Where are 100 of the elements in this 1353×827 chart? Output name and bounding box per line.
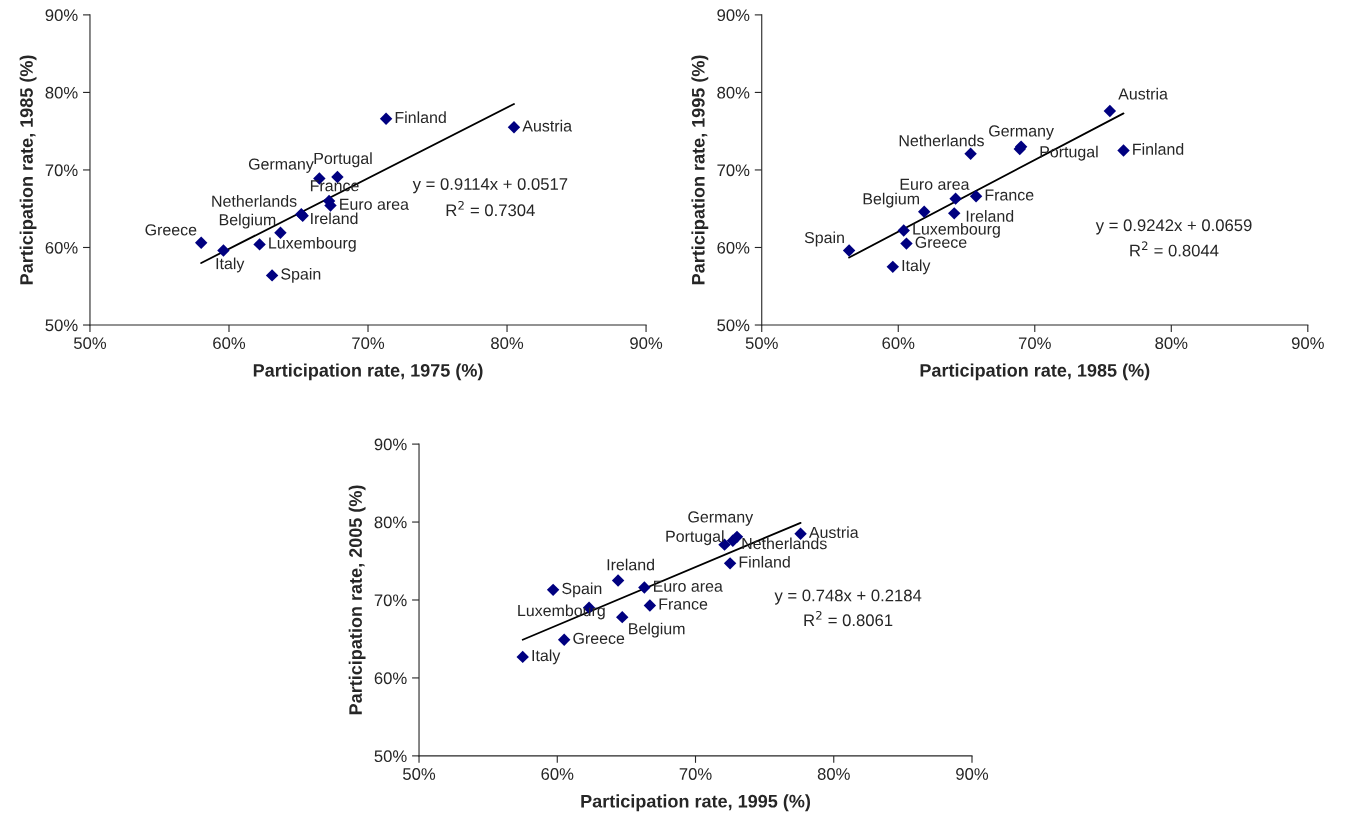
x-axis-title: Participation rate, 1975 (%) [253,363,483,381]
point [194,236,208,250]
annotation: Spain [804,231,844,247]
annotation: Spain [562,582,602,598]
point [730,530,744,544]
x-axis-title: Participation rate, 1985 (%) [920,363,1150,381]
x-tick-label: 60% [882,337,915,350]
annotation: Netherlands [212,195,297,207]
x-tick-label: 50% [403,768,436,780]
y-tick-label: 90% [717,9,750,22]
y-axis-title: Participation rate, 1985 (%) [19,55,37,285]
y-tick-label: 90% [45,9,78,22]
annotation: Luxembourg [269,236,356,252]
y-axis-title: Participation rate, 1995 (%) [691,55,709,285]
x-axis-title: Participation rate, 1995 (%) [581,794,811,812]
annotation: Euro area [340,198,409,210]
annotation: France [659,598,708,610]
point [507,121,521,134]
point [557,633,571,646]
x-tick-label: 90% [1291,337,1324,350]
y-tick-label: 90% [374,438,407,451]
point [379,112,393,125]
y-tick-label: 50% [374,750,407,763]
point [723,557,737,570]
y-axis-title: Participation rate, 2005 (%) [348,485,366,715]
annotation: Greece [145,224,197,236]
point [516,650,529,664]
x-tick-label: 80% [1155,337,1188,350]
annotation: Finland [395,111,446,124]
point [1117,144,1130,157]
annotation: Ireland [607,558,654,571]
annotation: Greece [573,632,625,645]
y-tick-label: 60% [374,672,407,685]
annotation: Italy [532,649,561,665]
point [969,190,983,203]
point [638,581,651,594]
y-tick-label: 60% [717,241,750,254]
point [948,207,961,220]
point [842,244,856,257]
annotation: Euro area [900,178,970,190]
annotation: Netherlands [899,134,984,147]
annotation: Italy [902,259,931,275]
point [546,583,560,597]
annotation: Austria [522,119,573,132]
y-tick-label: 50% [717,319,750,332]
y-tick-label: 80% [717,86,750,99]
point [217,244,230,257]
x-tick-label: 80% [817,768,850,780]
annotation: France [985,189,1034,201]
point [253,238,266,251]
annotation: Finland [739,555,790,568]
point [949,192,962,205]
annotation: Germany [248,158,314,173]
annotation: Germany [688,511,754,526]
x-tick-label: 90% [956,768,989,780]
annotation: Portugal [666,530,724,546]
annotation: Belgium [629,622,685,638]
annotation: Spain [281,267,321,283]
y-tick-label: 70% [717,164,750,177]
x-tick-label: 70% [352,337,385,350]
annotation: R$^{2}$ = 0.8044 [1130,241,1219,257]
annotation: y = 0.748x + 0.2184 [774,589,922,605]
x-tick-label: 60% [213,337,246,350]
annotation: Belgium [219,213,276,229]
point [897,224,910,237]
annotation: Germany [989,125,1054,140]
y-tick-label: 80% [374,516,407,529]
point [611,574,625,587]
annotation: y = 0.9242x + 0.0659 [1095,219,1252,235]
annotation: Euro area [654,580,723,592]
annotation: Italy [216,257,245,273]
y-tick-label: 70% [374,594,407,607]
annotation: y = 0.9114x + 0.0517 [412,178,568,194]
y-tick-label: 70% [45,164,78,177]
point [900,237,913,250]
x-tick-label: 70% [1018,337,1051,350]
annotation: Belgium [863,192,919,208]
y-tick-label: 50% [45,319,78,332]
point [643,599,657,612]
annotation: Finland [1133,143,1184,155]
x-tick-label: 90% [630,337,663,350]
point [886,260,900,274]
annotation: Greece [915,236,967,248]
x-tick-label: 70% [679,768,712,780]
annotation: Austria [1118,87,1168,100]
annotation: Ireland [966,210,1014,222]
x-tick-label: 60% [541,768,574,780]
x-tick-label: 50% [73,337,107,350]
point [616,610,629,624]
annotation: R$^{2}$ = 0.8061 [804,610,893,627]
x-tick-label: 80% [491,337,524,350]
annotation: Ireland [311,212,358,225]
annotation: Luxembourg [913,222,1000,238]
point [917,205,931,219]
point [265,269,279,282]
y-tick-label: 80% [45,86,78,99]
annotation: R$^{2}$ = 0.7304 [446,200,535,217]
annotation: Portugal [314,152,372,168]
point [964,147,977,160]
annotation: Austria [808,526,859,539]
